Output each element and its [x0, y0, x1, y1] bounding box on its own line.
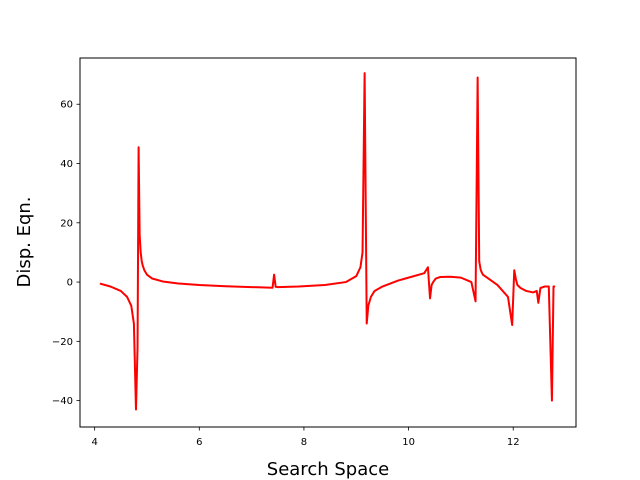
y-tick-label: 20	[60, 218, 73, 229]
y-tick-label: 40	[60, 159, 73, 170]
series-line-1	[99, 72, 556, 411]
x-axis-ticks: 4 6 8 10 12	[91, 427, 520, 448]
y-axis-label: Disp. Eqn.	[14, 196, 35, 287]
series-layer	[99, 72, 556, 411]
x-tick-label: 8	[301, 437, 307, 448]
y-tick-label: 60	[60, 100, 73, 111]
x-tick-label: 4	[91, 437, 97, 448]
x-axis-label: Search Space	[267, 459, 389, 480]
x-tick-label: 10	[402, 437, 415, 448]
y-tick-label: −20	[52, 337, 73, 348]
y-axis-ticks: −40 −20 0 20 40 60	[52, 100, 80, 407]
plot-area	[80, 58, 576, 427]
plot-frame	[79, 57, 577, 428]
x-tick-label: 6	[196, 437, 202, 448]
x-tick-label: 12	[507, 437, 520, 448]
y-tick-label: 0	[67, 278, 73, 289]
y-tick-label: −40	[52, 396, 73, 407]
